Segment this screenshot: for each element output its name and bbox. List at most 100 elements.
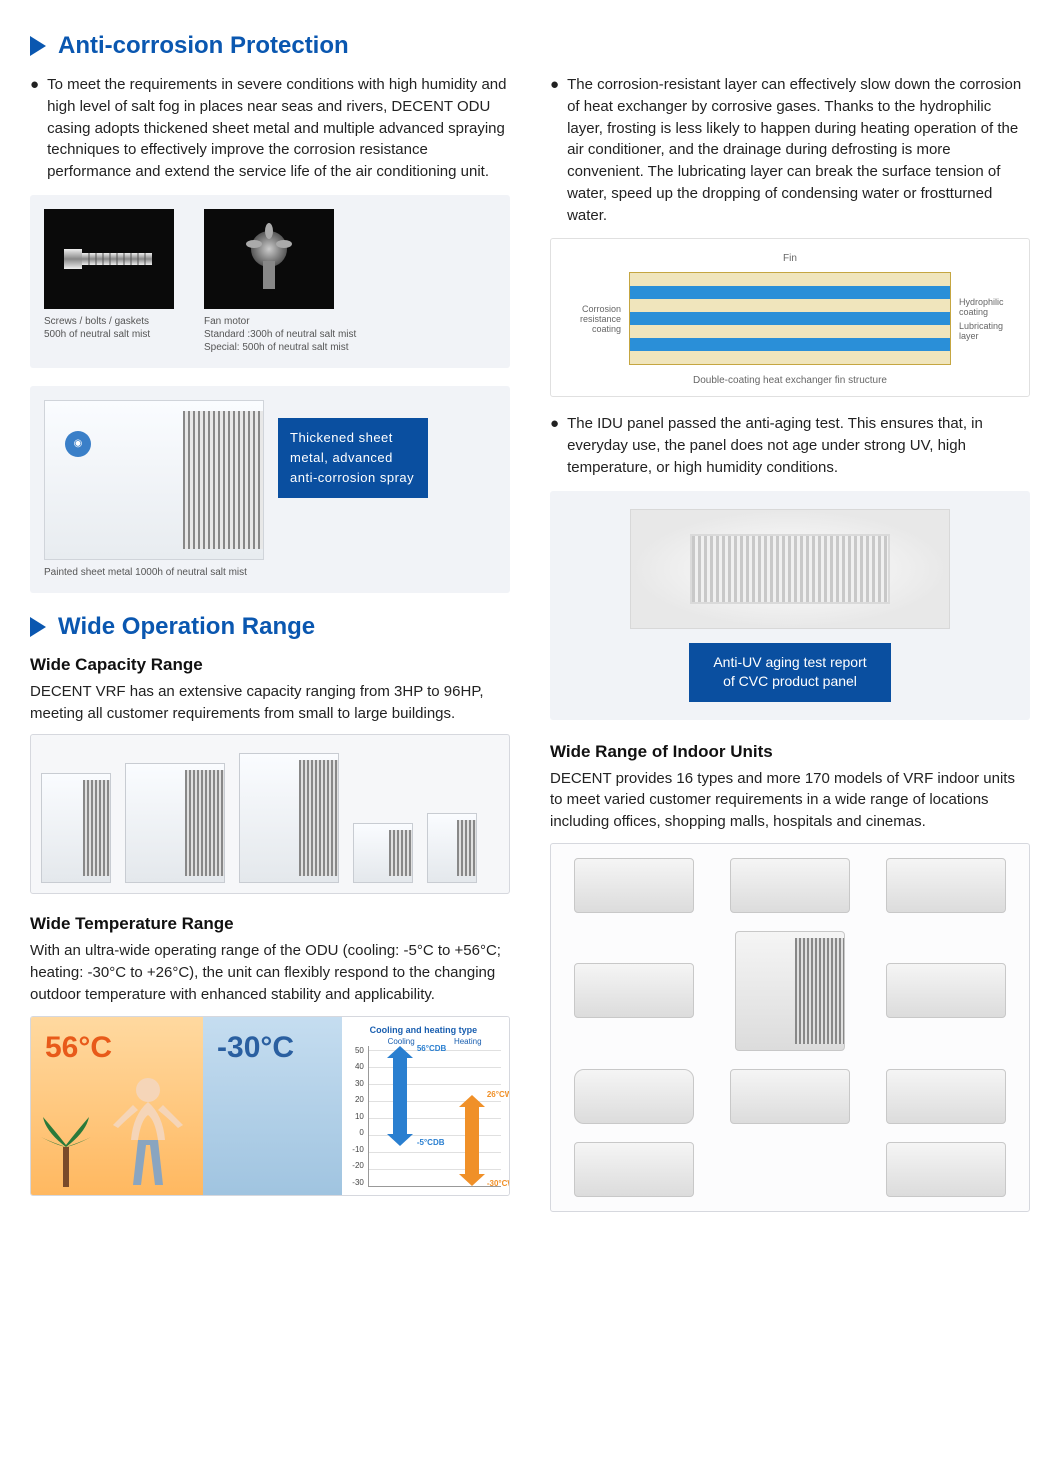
chart-title: Cooling and heating type [346, 1025, 501, 1035]
temp-hot-value: 56°C [45, 1031, 112, 1065]
section-wide-range-title: Wide Operation Range [30, 613, 510, 641]
fan-caption-sub2: Special: 500h of neutral salt mist [204, 341, 349, 354]
capacity-unit [41, 773, 111, 883]
bullet-text: To meet the requirements in severe condi… [47, 74, 510, 183]
fin-layer [630, 286, 950, 299]
unit-vent-icon [299, 760, 338, 876]
unit-vent-icon [389, 830, 412, 876]
fin-layer [630, 325, 950, 338]
fan-image [204, 209, 334, 309]
heat-top-label: 26°CWB [487, 1090, 510, 1099]
section-anti-corrosion-title: Anti-corrosion Protection [30, 32, 1030, 60]
cool-top-label: 56°CDB [417, 1044, 446, 1053]
idu-panel: Anti-UV aging test report of CVC product… [550, 491, 1030, 720]
center-vents-icon [795, 938, 844, 1044]
fin-top-label: Fin [563, 253, 1017, 264]
fan-caption-title: Fan motor [204, 315, 250, 328]
axis-tick: -10 [346, 1145, 364, 1154]
bullet-text: The corrosion-resistant layer can effect… [567, 74, 1030, 226]
cool-bot-label: -5°CDB [417, 1138, 445, 1147]
bullet-right-2: ● The IDU panel passed the anti-aging te… [550, 413, 1030, 478]
chart-area: 56°CDB -5°CDB 26°CWB -30°CWB [368, 1046, 501, 1187]
indoor-panel [550, 843, 1030, 1212]
idu-badge-line1: Anti-UV aging test report [713, 653, 866, 673]
indoor-unit [574, 963, 694, 1018]
axis-tick: -20 [346, 1161, 364, 1170]
indoor-unit [574, 1142, 694, 1197]
temp-panel: 56°C -30°C Cooling and heating type [30, 1016, 510, 1196]
unit-vent-icon [457, 820, 476, 876]
capacity-heading: Wide Capacity Range [30, 655, 510, 675]
capacity-unit [353, 823, 413, 883]
bullet-dot-icon: ● [30, 74, 39, 183]
indoor-unit [886, 1069, 1006, 1124]
capacity-unit [125, 763, 225, 883]
bullet-dot-icon: ● [550, 74, 559, 226]
odu-image: ◉ [44, 400, 264, 560]
chart-axis: 50 40 30 20 10 0 -10 -20 -30 [346, 1046, 364, 1187]
capacity-text: DECENT VRF has an extensive capacity ran… [30, 681, 510, 725]
axis-tick: 40 [346, 1062, 364, 1071]
axis-tick: 20 [346, 1095, 364, 1104]
fin-caption: Double-coating heat exchanger fin struct… [563, 375, 1017, 386]
unit-vent-icon [185, 770, 224, 876]
temp-cold-value: -30°C [217, 1031, 294, 1065]
cooling-arrow-icon [387, 1046, 413, 1147]
bullet-left: ● To meet the requirements in severe con… [30, 74, 510, 183]
indoor-heading: Wide Range of Indoor Units [550, 742, 1030, 762]
indoor-text: DECENT provides 16 types and more 170 mo… [550, 768, 1030, 833]
capacity-unit [427, 813, 477, 883]
fin-layer [630, 299, 950, 312]
odu-caption: Painted sheet metal 1000h of neutral sal… [44, 566, 264, 579]
unit-vent-icon [83, 780, 110, 876]
heat-bot-label: -30°CWB [487, 1179, 510, 1188]
bullet-dot-icon: ● [550, 413, 559, 478]
temp-chart: Cooling and heating type Cooling Heating… [342, 1017, 509, 1195]
odu-vents-icon [183, 411, 263, 549]
cassette-grille-icon [690, 534, 890, 604]
axis-tick: -30 [346, 1178, 364, 1187]
axis-tick: 50 [346, 1046, 364, 1055]
capacity-unit [239, 753, 339, 883]
screw-caption-sub: 500h of neutral salt mist [44, 328, 150, 341]
odu-callout: Thickened sheet metal, advanced anti-cor… [278, 418, 428, 498]
indoor-unit [730, 858, 850, 913]
indoor-unit [574, 1069, 694, 1124]
components-panel: Screws / bolts / gaskets 500h of neutral… [30, 195, 510, 368]
fin-right-label-1: Hydrophilic coating [959, 297, 1017, 317]
fin-left-label: Corrosion resistance coating [563, 304, 621, 334]
axis-tick: 10 [346, 1112, 364, 1121]
section-heading: Anti-corrosion Protection [58, 32, 349, 60]
temp-cold-zone: -30°C [203, 1017, 342, 1195]
axis-tick: 0 [346, 1128, 364, 1137]
fin-layer [630, 351, 950, 364]
indoor-unit [574, 858, 694, 913]
triangle-icon [30, 617, 46, 637]
indoor-unit [886, 858, 1006, 913]
fin-layer [630, 338, 950, 351]
idu-badge-line2: of CVC product panel [713, 672, 866, 692]
palm-icon [41, 1107, 91, 1187]
fan-card: Fan motor Standard :300h of neutral salt… [204, 209, 356, 354]
indoor-unit [886, 1142, 1006, 1197]
fin-diagram: Fin Corrosion resistance coating Hydroph… [550, 238, 1030, 397]
fan-caption-sub1: Standard :300h of neutral salt mist [204, 328, 356, 341]
odu-logo-icon: ◉ [65, 431, 91, 457]
idu-image [630, 509, 950, 629]
heating-arrow-icon [459, 1095, 485, 1186]
bullet-right-1: ● The corrosion-resistant layer can effe… [550, 74, 1030, 226]
idu-badge: Anti-UV aging test report of CVC product… [689, 643, 890, 702]
fin-layer [630, 312, 950, 325]
temp-heading: Wide Temperature Range [30, 914, 510, 934]
temp-hot-zone: 56°C [31, 1017, 203, 1195]
axis-tick: 30 [346, 1079, 364, 1088]
fin-right-label-2: Lubricating layer [959, 321, 1017, 341]
indoor-unit [886, 963, 1006, 1018]
person-icon [103, 1070, 193, 1190]
screw-card: Screws / bolts / gaskets 500h of neutral… [44, 209, 174, 354]
temp-text: With an ultra-wide operating range of th… [30, 940, 510, 1005]
screw-image [44, 209, 174, 309]
section-heading: Wide Operation Range [58, 613, 315, 641]
fin-stack [629, 272, 951, 365]
triangle-icon [30, 36, 46, 56]
